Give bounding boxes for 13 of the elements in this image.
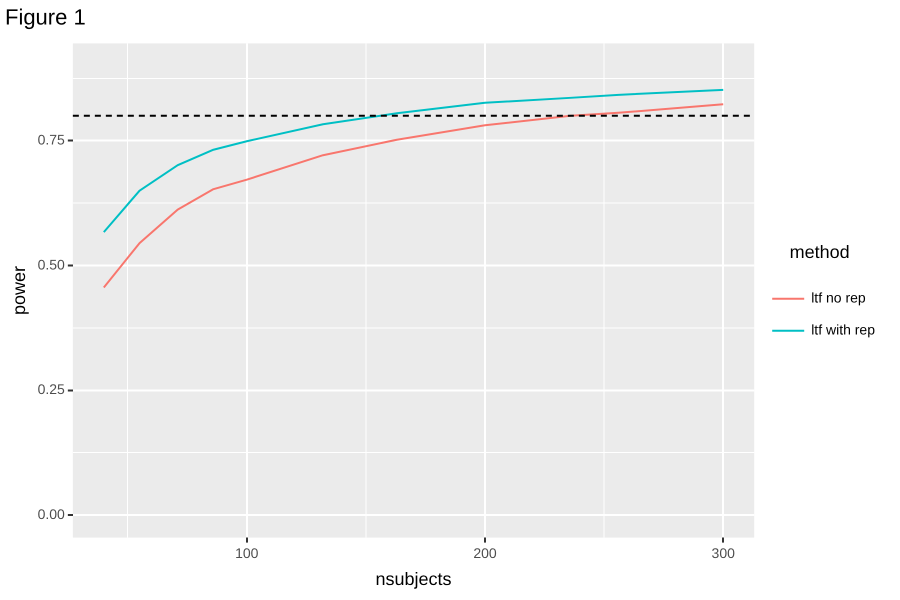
y-tick-label: 0.00 [38, 506, 66, 522]
y-tick-label: 0.50 [38, 256, 66, 272]
legend-label: ltf no rep [811, 290, 866, 306]
chart-title: Figure 1 [5, 4, 86, 30]
x-tick-label: 300 [712, 544, 736, 561]
legend-label: ltf with rep [811, 322, 876, 338]
y-tick-label: 0.25 [38, 381, 66, 398]
x-tick-label: 200 [473, 544, 497, 561]
y-axis-title: power [8, 266, 29, 316]
y-tick-label: 0.75 [38, 132, 66, 148]
x-axis-title: nsubjects [376, 569, 452, 590]
x-tick-label: 100 [235, 544, 259, 561]
legend-title: method [790, 242, 850, 262]
